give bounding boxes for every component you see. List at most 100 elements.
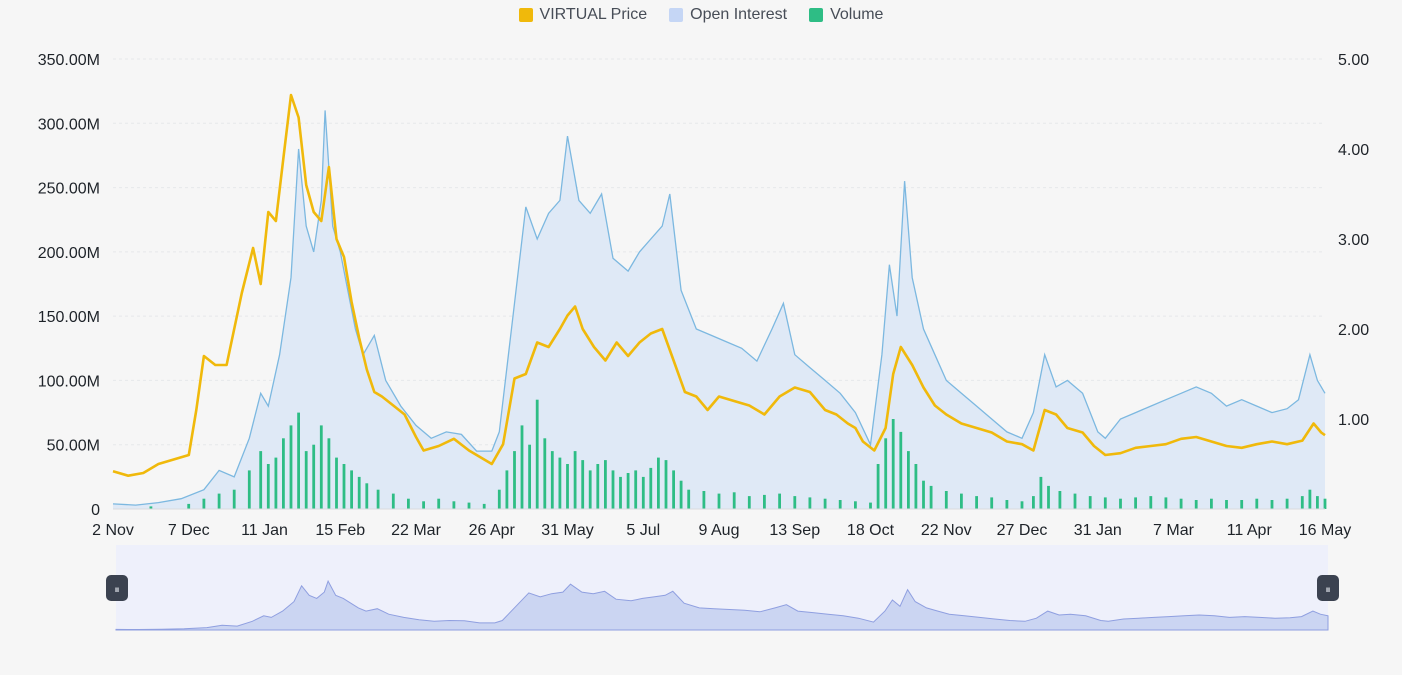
volume-bar: [543, 438, 547, 509]
volume-bar: [634, 470, 638, 509]
y-axis-left: 0 50.00M 100.00M 150.00M 200.00M 250.00M 300.0…: [38, 52, 100, 519]
x-tick-label: 22 Mar: [391, 522, 441, 539]
volume-bar: [266, 464, 270, 509]
y-left-tick-label: 100.00M: [38, 373, 100, 390]
volume-bar: [1058, 491, 1062, 509]
volume-bar: [327, 438, 331, 509]
volume-bar: [1088, 496, 1092, 509]
open-interest-area-group: [112, 110, 1326, 510]
volume-bar: [319, 425, 323, 509]
x-tick-label: 2 Nov: [92, 522, 134, 539]
y-right-tick-label: 5.00: [1338, 52, 1369, 69]
y-left-tick-label: 250.00M: [38, 181, 100, 198]
legend-label-price: VIRTUAL Price: [539, 6, 648, 23]
volume-bar: [679, 480, 683, 509]
volume-bar: [649, 467, 653, 509]
volume-bar: [793, 496, 797, 509]
volume-bar: [664, 460, 668, 509]
legend-item-open-interest[interactable]: Open Interest: [669, 6, 787, 24]
volume-bar: [838, 500, 842, 509]
volume-bar: [626, 473, 630, 509]
y-left-tick-label: 300.00M: [38, 116, 100, 133]
volume-bar: [573, 451, 577, 509]
volume-bar: [342, 464, 346, 509]
brush-handle-left[interactable]: ⏸: [106, 575, 128, 601]
volume-bar: [335, 457, 338, 509]
legend-label-open-interest: Open Interest: [690, 6, 788, 23]
y-left-tick-label: 50.00M: [47, 438, 100, 455]
handle-grip-icon: ⏸: [114, 584, 120, 596]
volume-bar: [604, 460, 607, 509]
range-brush[interactable]: ⏸ ⏸: [106, 545, 1339, 631]
y-left-tick-label: 150.00M: [38, 309, 100, 326]
volume-bar: [1032, 496, 1035, 509]
volume-bar: [975, 496, 978, 509]
volume-bar: [778, 493, 781, 509]
volume-bar: [763, 494, 766, 509]
y-right-tick-label: 3.00: [1338, 232, 1369, 249]
volume-bar: [1316, 496, 1319, 509]
volume-bar: [297, 412, 300, 509]
x-axis: 2 Nov 7 Dec 11 Jan 15 Feb 22 Mar 26 Apr 31 May…: [92, 508, 1351, 539]
x-tick-label: 5 Jul: [626, 522, 660, 539]
volume-bar: [1103, 497, 1107, 509]
handle-grip-icon: ⏸: [1325, 584, 1331, 596]
legend-swatch-price: [518, 8, 533, 22]
volume-bar: [1285, 498, 1289, 509]
handle-body: [1317, 575, 1339, 601]
volume-bar: [1179, 498, 1183, 509]
volume-bar: [247, 470, 251, 509]
volume-bar: [437, 498, 441, 509]
volume-bar: [357, 476, 361, 509]
volume-bar: [702, 491, 706, 509]
volume-bar: [1194, 500, 1198, 509]
volume-bar: [823, 498, 827, 509]
y-left-tick-label: 200.00M: [38, 245, 100, 262]
chart-legend: VIRTUAL Price Open Interest Volume: [0, 6, 1402, 24]
legend-item-price[interactable]: VIRTUAL Price: [518, 6, 648, 24]
volume-bar: [187, 503, 191, 509]
volume-bar: [217, 493, 221, 509]
volume-bar: [1119, 498, 1122, 509]
volume-bar: [376, 489, 380, 509]
volume-bar: [149, 506, 153, 509]
y-right-tick-label: 1.00: [1338, 412, 1369, 429]
volume-bar: [1240, 500, 1244, 509]
volume-bar: [558, 457, 562, 509]
volume-bar: [990, 497, 994, 509]
volume-bar: [520, 425, 524, 509]
volume-bar: [422, 501, 425, 509]
x-tick-label: 15 Feb: [315, 522, 365, 539]
legend-item-volume[interactable]: Volume: [809, 6, 883, 24]
volume-bar: [407, 498, 410, 509]
volume-bar: [1134, 497, 1137, 509]
volume-bar: [1323, 498, 1327, 509]
x-tick-label: 31 May: [541, 522, 593, 539]
price-line: [112, 93, 1326, 477]
volume-bar: [1047, 485, 1050, 509]
volume-bar: [596, 464, 600, 509]
volume-bar: [1270, 500, 1274, 509]
volume-bar: [513, 451, 516, 509]
x-tick-label: 9 Aug: [699, 522, 740, 539]
x-tick-label: 26 Apr: [469, 522, 516, 539]
volume-bar: [1300, 496, 1304, 509]
volume-bar: [202, 498, 206, 509]
y-axis-right: 1.00 2.00 3.00 4.00 5.00: [1338, 52, 1369, 429]
volume-bar: [588, 470, 592, 509]
volume-bar: [619, 476, 622, 509]
volume-bar: [365, 483, 369, 509]
volume-bar: [535, 399, 539, 509]
volume-bar: [282, 438, 285, 509]
volume-bar: [528, 444, 531, 509]
legend-label-volume: Volume: [830, 6, 884, 23]
volume-bar: [274, 457, 278, 509]
volume-bar: [929, 485, 933, 509]
volume-bar: [1210, 498, 1213, 509]
brush-handle-right[interactable]: ⏸: [1317, 575, 1339, 601]
volume-bar: [1073, 493, 1077, 509]
volume-bar: [391, 493, 395, 509]
volume-bar: [581, 460, 585, 509]
x-tick-label: 7 Mar: [1153, 522, 1195, 539]
